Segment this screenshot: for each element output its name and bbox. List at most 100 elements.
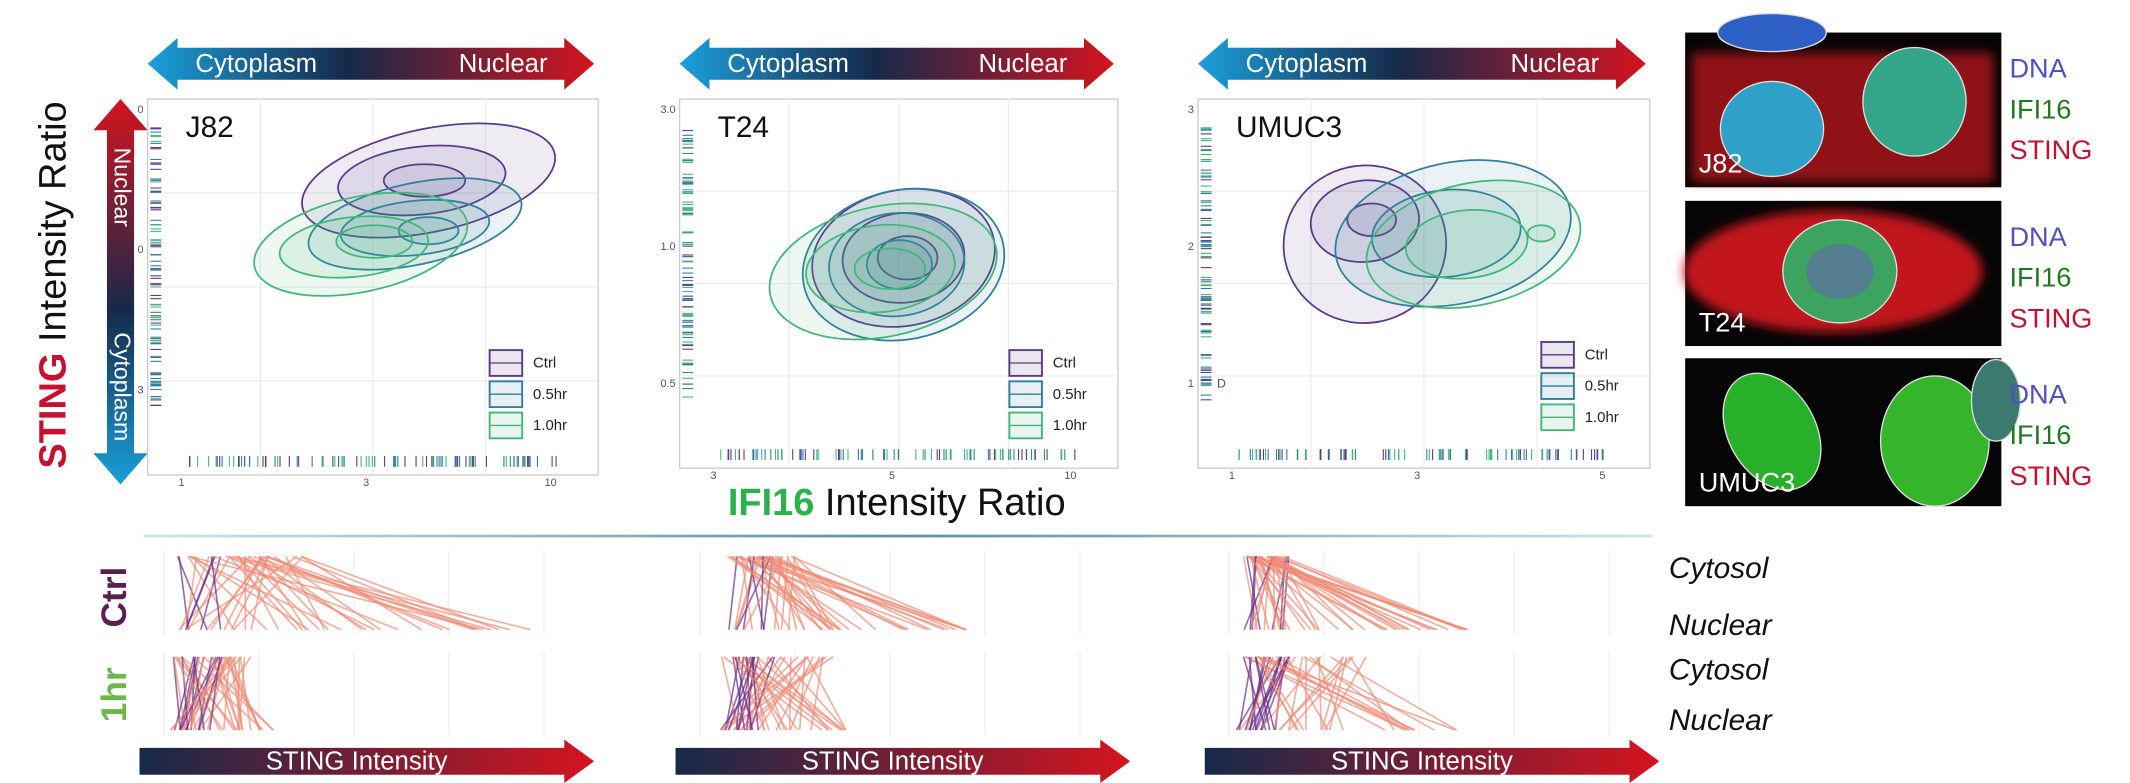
slope-line (188, 555, 342, 631)
slope-line (223, 656, 231, 731)
slope-line (751, 656, 759, 731)
slope-line (757, 555, 850, 631)
y-tick-label: 2 (1188, 241, 1194, 253)
panel-label: J82 (186, 111, 234, 144)
density-contour (278, 215, 430, 279)
arrow (679, 37, 1114, 90)
slope-line (1272, 556, 1276, 630)
y-arrow (93, 99, 148, 485)
panel-label: T24 (718, 111, 769, 144)
legend-label: 1.0hr (533, 417, 567, 434)
density-contour (335, 224, 414, 259)
slope-line (743, 656, 770, 731)
slope-line (770, 555, 822, 631)
slope-line (185, 556, 215, 630)
legend-label: 0.5hr (1585, 378, 1619, 395)
image-label: J82 (1699, 148, 1743, 179)
x-tick-label: 5 (1599, 470, 1605, 482)
slope-line (743, 555, 784, 631)
slope-line (206, 555, 266, 631)
slope-line (1248, 656, 1257, 731)
slope-line (719, 656, 774, 731)
channel-label: IFI16 (2009, 262, 2071, 293)
slope-line (1254, 656, 1271, 731)
slope-line (773, 556, 782, 630)
x-tick-label: 10 (1064, 470, 1076, 482)
arrow-label: STING Intensity (1331, 747, 1513, 775)
state-label: Cytosol (1669, 552, 1770, 585)
slope-line (172, 656, 182, 731)
slope-line (745, 656, 833, 731)
slope-line (203, 656, 274, 731)
slope-line (258, 555, 329, 631)
slope-line (734, 656, 754, 731)
slope-line (206, 656, 227, 731)
y-arrow-label: Cytoplasm (109, 332, 135, 441)
slope-line (192, 555, 310, 631)
slope-line (1254, 656, 1283, 731)
slope-line (1249, 556, 1270, 630)
y-title-rest: Intensity Ratio (32, 101, 74, 352)
slope-line (1258, 656, 1322, 731)
slope-line (752, 555, 949, 631)
slope-line (732, 656, 746, 731)
x-title-highlight: IFI16 (728, 482, 815, 524)
nucleus (1862, 46, 1967, 157)
cell (1879, 375, 1990, 507)
slope-line (786, 555, 831, 631)
slope-line (273, 555, 381, 631)
x-tick-label: 3 (1414, 470, 1420, 482)
slope-line (798, 656, 806, 731)
slope-line (1321, 656, 1344, 731)
density-contour (1282, 164, 1448, 324)
y-tick-label: 1.0 (660, 241, 675, 253)
density-contour (253, 191, 469, 297)
image-label: T24 (1699, 306, 1746, 337)
y-tick-label: 0.5 (660, 378, 675, 390)
slope-line (752, 555, 862, 631)
slope-line (1329, 656, 1458, 731)
x-tick-label: 3 (363, 477, 369, 489)
slope-line (1270, 555, 1400, 631)
y-tick-label: 3 (1188, 104, 1194, 116)
slope-line (780, 656, 847, 731)
slope-line (170, 656, 231, 731)
slope-line (1250, 556, 1291, 631)
x-tick-label: 5 (889, 470, 895, 482)
slope-line (1244, 656, 1408, 731)
slope-line (1245, 656, 1274, 731)
density-contour (1365, 179, 1582, 309)
y-tick-label: 1 (1188, 378, 1194, 390)
x-title-rest: Intensity Ratio (814, 482, 1065, 524)
density-contour (828, 211, 966, 318)
slope-line (1256, 656, 1416, 731)
legend-label: Ctrl (533, 355, 556, 372)
slope-line (176, 556, 208, 630)
x-tick-label: 3 (711, 470, 717, 482)
nucleus-dots (1805, 244, 1874, 299)
legend-label: 1.0hr (1585, 409, 1619, 426)
slope-line (1324, 656, 1367, 731)
slope-line (1303, 656, 1435, 731)
x-axis-title: IFI16 Intensity Ratio (728, 482, 1066, 524)
slope-line (790, 555, 966, 631)
slope-line (1258, 656, 1298, 731)
arrow (147, 37, 595, 90)
state-label: Cytosol (1669, 654, 1770, 687)
y-tick-label: 3.0 (660, 104, 675, 116)
slope-line (765, 555, 967, 631)
channel-label: STING (2009, 302, 2092, 333)
channel-label: DNA (2009, 221, 2067, 252)
density-contour (1404, 209, 1529, 280)
x-tick-label: 1 (179, 477, 185, 489)
panel-label: UMUC3 (1236, 111, 1342, 144)
slope-line (1243, 556, 1275, 630)
slope-line (731, 656, 842, 731)
channel-label: STING (2009, 460, 2092, 491)
slope-line (193, 656, 275, 731)
slope-line (806, 656, 847, 731)
nucleus (1717, 12, 1827, 53)
slope-line (1251, 656, 1282, 731)
cell (1970, 358, 2022, 442)
cell (1722, 372, 1822, 491)
